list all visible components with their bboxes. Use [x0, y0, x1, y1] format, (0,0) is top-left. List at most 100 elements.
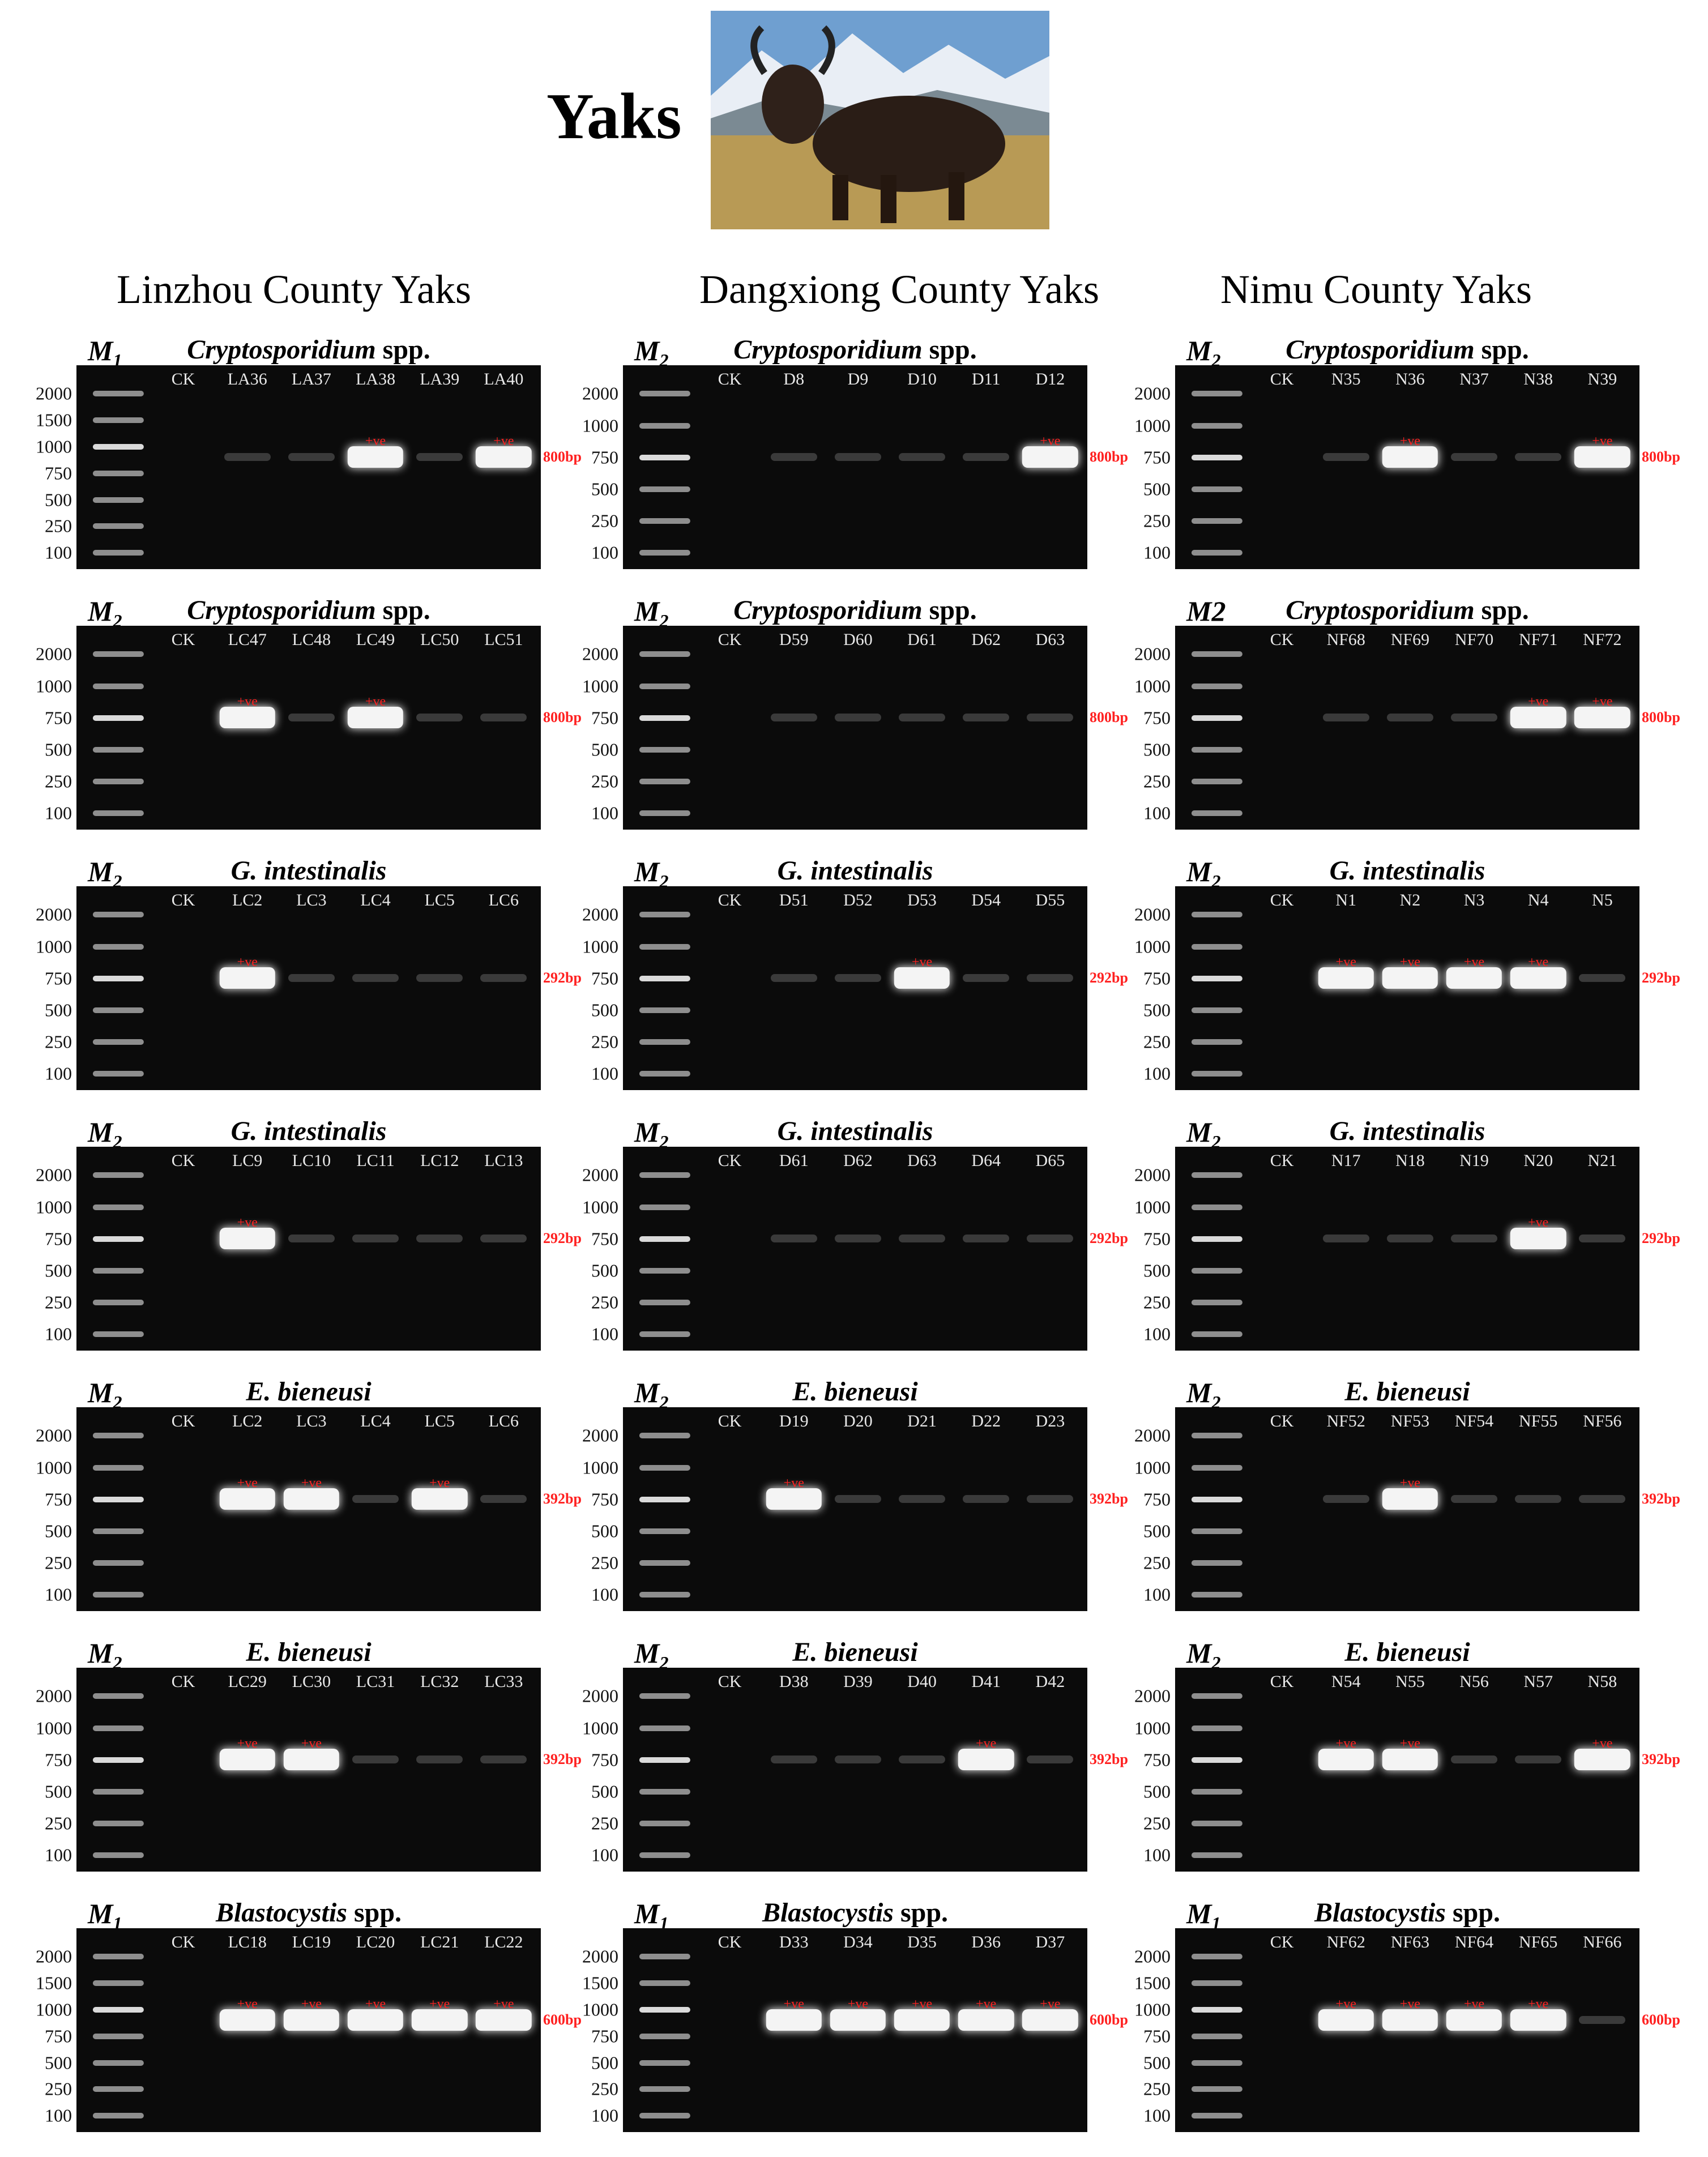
- ladder-label: 250: [1143, 771, 1171, 792]
- ladder-band: [639, 1757, 690, 1763]
- lane-label: LC12: [420, 1151, 459, 1170]
- marker-letter: M: [1186, 1377, 1212, 1408]
- lane-label: D9: [847, 370, 869, 388]
- amplicon-size: 392bp: [1090, 1751, 1128, 1767]
- ladder-band: [1191, 1204, 1242, 1210]
- ladder-label: 1000: [582, 936, 618, 957]
- amplicon-size: 600bp: [543, 2011, 582, 2028]
- ladder-band: [639, 1039, 690, 1045]
- ladder-band: [639, 1267, 690, 1274]
- ladder-label: 2000: [1134, 1164, 1171, 1185]
- faint-band: [1515, 1495, 1562, 1503]
- lane-label: D12: [1035, 370, 1065, 388]
- faint-band: [224, 453, 271, 461]
- lane-label: N1: [1335, 891, 1357, 909]
- lane-label: NF53: [1390, 1412, 1430, 1430]
- lane-label: D8: [783, 370, 805, 388]
- lane-label: D55: [1035, 891, 1065, 909]
- lane-label: D39: [843, 1672, 873, 1691]
- amplicon-size: 292bp: [1090, 969, 1128, 986]
- lane-label: D22: [971, 1412, 1001, 1430]
- ladder-label: 2000: [582, 383, 618, 404]
- ladder-band: [639, 810, 690, 817]
- ladder-label: 1000: [1134, 676, 1171, 697]
- positive-band: [1022, 446, 1078, 468]
- ladder-label: 100: [45, 542, 72, 563]
- lane-label: LC51: [484, 630, 523, 649]
- faint-band: [899, 714, 946, 721]
- ladder-band: [639, 1172, 690, 1178]
- positive-band: [1574, 1749, 1630, 1770]
- species-suffix: spp.: [929, 335, 977, 365]
- lane-label: LC32: [420, 1672, 459, 1691]
- ladder-band: [1191, 1464, 1242, 1471]
- ladder-label: 1000: [582, 1457, 618, 1478]
- lane-label: D21: [907, 1412, 937, 1430]
- ladder-band: [92, 417, 144, 424]
- lane-label: NF63: [1390, 1933, 1430, 1951]
- positive-band: [283, 1488, 340, 1510]
- positive-label: +ve: [783, 1997, 804, 2011]
- lane-label: N5: [1592, 891, 1613, 909]
- ladder-band: [639, 1821, 690, 1827]
- ladder-label: 2000: [1134, 383, 1171, 404]
- lane-label: N20: [1523, 1151, 1553, 1170]
- amplicon-size: 800bp: [1642, 709, 1680, 725]
- positive-band: [1510, 967, 1566, 989]
- faint-band: [963, 1235, 1010, 1242]
- lane-label: LC33: [484, 1672, 523, 1691]
- ladder-label: 2000: [36, 904, 72, 925]
- ladder-band: [1191, 1757, 1242, 1763]
- positive-label: +ve: [1592, 434, 1613, 449]
- ladder-label: 750: [1143, 1489, 1171, 1510]
- lane-label: D62: [971, 630, 1001, 649]
- faint-band: [352, 1235, 399, 1242]
- ladder-band: [92, 1560, 144, 1566]
- ladder-label: 1000: [582, 1718, 618, 1739]
- ladder-label: 250: [1143, 1552, 1171, 1573]
- ladder-band: [92, 779, 144, 785]
- marker-letter: M: [88, 1377, 113, 1408]
- species-suffix: spp.: [900, 1898, 949, 1928]
- lane-label: D54: [971, 891, 1001, 909]
- marker-letter: M: [634, 1637, 660, 1669]
- faint-band: [352, 974, 399, 982]
- ladder-label: 2000: [582, 1164, 618, 1185]
- gel-image: CK N54 +ve N55 +ve N56 N57 N58 +ve: [1175, 1668, 1639, 1872]
- ladder-label: 750: [45, 968, 72, 989]
- ladder-band: [639, 1464, 690, 1471]
- ladder-band: [1191, 1007, 1242, 1013]
- lane-label: D42: [1035, 1672, 1065, 1691]
- lane-label: N57: [1523, 1672, 1553, 1691]
- ladder-label: 1000: [1134, 1718, 1171, 1739]
- lane-label: CK: [718, 1933, 742, 1951]
- positive-label: +ve: [1335, 955, 1356, 969]
- ladder-band: [1191, 550, 1242, 556]
- positive-label: +ve: [847, 1997, 868, 2011]
- marker-letter: M: [88, 1637, 113, 1669]
- faint-band: [770, 453, 817, 461]
- positive-label: +ve: [237, 1215, 258, 1230]
- ladder-band: [1191, 975, 1242, 981]
- ladder-label: 2000: [1134, 1425, 1171, 1446]
- positive-label: +ve: [301, 1997, 322, 2011]
- amplicon-size: 292bp: [1090, 1230, 1128, 1246]
- lane-label: N38: [1523, 370, 1553, 388]
- positive-label: +ve: [1399, 1736, 1420, 1751]
- ladder-label: 500: [1143, 1781, 1171, 1802]
- lane-label: NF65: [1519, 1933, 1558, 1951]
- positive-label: +ve: [301, 1476, 322, 1490]
- ladder-band: [92, 2033, 144, 2039]
- ladder-band: [92, 1954, 144, 1960]
- ladder-band: [1191, 1331, 1242, 1338]
- ladder-band: [92, 651, 144, 657]
- ladder-band: [92, 1300, 144, 1306]
- ladder-label: 250: [591, 1031, 618, 1052]
- positive-label: +ve: [1399, 955, 1420, 969]
- ladder-label: 500: [1143, 1260, 1171, 1281]
- ladder-band: [1191, 1236, 1242, 1242]
- faint-band: [963, 974, 1010, 982]
- faint-band: [834, 1495, 881, 1503]
- ladder-band: [92, 1980, 144, 1987]
- ladder-band: [1191, 2060, 1242, 2066]
